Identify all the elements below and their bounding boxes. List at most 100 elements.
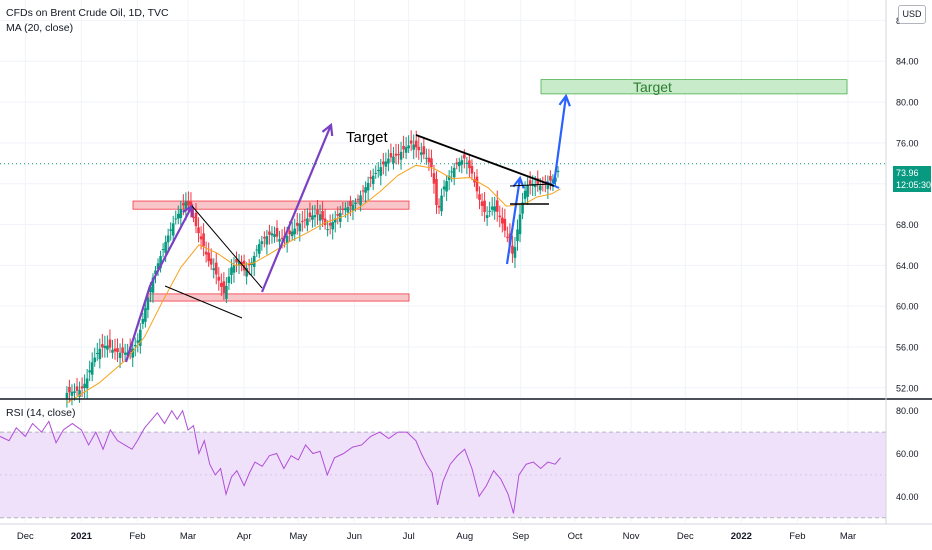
candle-body xyxy=(154,270,157,275)
candle-body xyxy=(270,233,274,236)
candle-body xyxy=(136,340,140,343)
candle-body xyxy=(533,184,537,188)
candle-body xyxy=(501,217,504,224)
candle-body xyxy=(209,258,213,265)
candle-body xyxy=(192,216,195,219)
candle-body xyxy=(207,252,210,262)
rsi-line xyxy=(0,409,561,514)
candle-body xyxy=(182,203,185,206)
candle-body xyxy=(204,251,208,255)
blue-arrow-target-head xyxy=(558,93,571,107)
candle-body xyxy=(409,140,413,144)
candle-body xyxy=(399,151,403,160)
candle-body xyxy=(402,145,405,150)
candle-body xyxy=(336,214,340,216)
ma-legend[interactable]: MA (20, close) xyxy=(6,22,74,34)
candle-body xyxy=(298,223,302,232)
candle-body xyxy=(225,285,228,299)
candle-body xyxy=(371,175,375,184)
time-tick-label: Jul xyxy=(403,531,415,542)
candle-body xyxy=(351,204,355,211)
candle-body xyxy=(394,153,398,156)
candle-body xyxy=(199,236,203,240)
candle-body xyxy=(88,370,91,373)
candle-body xyxy=(121,347,124,353)
candle-body xyxy=(407,145,410,149)
candle-body xyxy=(483,200,486,213)
target-label: Target xyxy=(346,129,389,146)
candle-body xyxy=(242,260,246,271)
candle-body xyxy=(331,221,335,230)
candle-body xyxy=(506,236,509,238)
candle-body xyxy=(490,206,494,210)
rsi-pane xyxy=(0,409,886,519)
candle-body xyxy=(73,391,76,393)
candle-body xyxy=(268,231,271,235)
candle-body xyxy=(247,264,251,266)
wedge-lower-line xyxy=(164,285,243,319)
candle-body xyxy=(392,156,395,164)
candle-body xyxy=(546,181,550,189)
rsi-band xyxy=(0,432,886,518)
candle-body xyxy=(252,255,256,267)
candle-body xyxy=(245,267,248,277)
candle-body xyxy=(503,218,507,231)
candle-body xyxy=(278,239,281,242)
candle-body xyxy=(384,161,388,167)
candle-body xyxy=(116,348,119,353)
candle-body xyxy=(473,179,476,183)
candle-body xyxy=(422,146,426,155)
candle-body xyxy=(184,201,188,211)
purple-arrow-target-head xyxy=(321,122,334,137)
candle-body xyxy=(263,237,266,239)
candle-body xyxy=(68,386,71,393)
candle-body xyxy=(526,185,529,197)
time-tick-label: Oct xyxy=(568,531,583,542)
candle-body xyxy=(379,167,383,176)
candle-body xyxy=(280,237,284,239)
symbol-legend[interactable]: CFDs on Brent Crude Oil, 1D, TVC xyxy=(6,7,169,19)
candle-body xyxy=(156,263,160,270)
candle-body xyxy=(176,213,180,219)
candle-body xyxy=(220,282,223,287)
price-tick-label: 52.00 xyxy=(896,383,919,393)
candle-body xyxy=(450,171,453,173)
candle-body xyxy=(521,202,524,214)
purple-arrow-rally xyxy=(124,205,193,363)
support-zone xyxy=(132,200,410,210)
candle-body xyxy=(194,213,198,227)
rsi-legend[interactable]: RSI (14, close) xyxy=(6,407,76,419)
candle-body xyxy=(260,241,264,245)
candle-body xyxy=(397,154,400,156)
candle-body xyxy=(187,200,190,206)
candle-body xyxy=(478,194,481,200)
candle-body xyxy=(144,308,147,322)
candle-body xyxy=(111,349,114,353)
candle-body xyxy=(354,202,357,205)
candle-body xyxy=(442,186,446,190)
candle-body xyxy=(511,245,514,254)
descending-trendline xyxy=(415,134,555,187)
candle-body xyxy=(452,167,456,178)
candle-body xyxy=(106,345,109,350)
candle-body xyxy=(417,146,421,151)
candle-body xyxy=(376,170,380,172)
flag-top-line xyxy=(509,183,553,187)
candle-body xyxy=(85,378,89,389)
time-tick-label: Mar xyxy=(840,531,856,542)
candle-body xyxy=(98,348,102,360)
price-tick-label: 64.00 xyxy=(896,261,919,271)
bar-countdown: 12:05:30 xyxy=(896,180,932,190)
candle-body xyxy=(321,210,324,220)
candle-body xyxy=(174,218,178,220)
last-price-tag: 73.96 12:05:30 xyxy=(893,166,931,192)
candle-body xyxy=(166,235,170,243)
purple-arrow-target xyxy=(260,124,333,293)
currency-button[interactable]: USD xyxy=(898,5,926,24)
candle-body xyxy=(425,157,428,159)
candle-body xyxy=(316,209,319,215)
candle-body xyxy=(123,352,127,355)
candle-body xyxy=(93,357,97,363)
candle-body xyxy=(356,198,360,200)
